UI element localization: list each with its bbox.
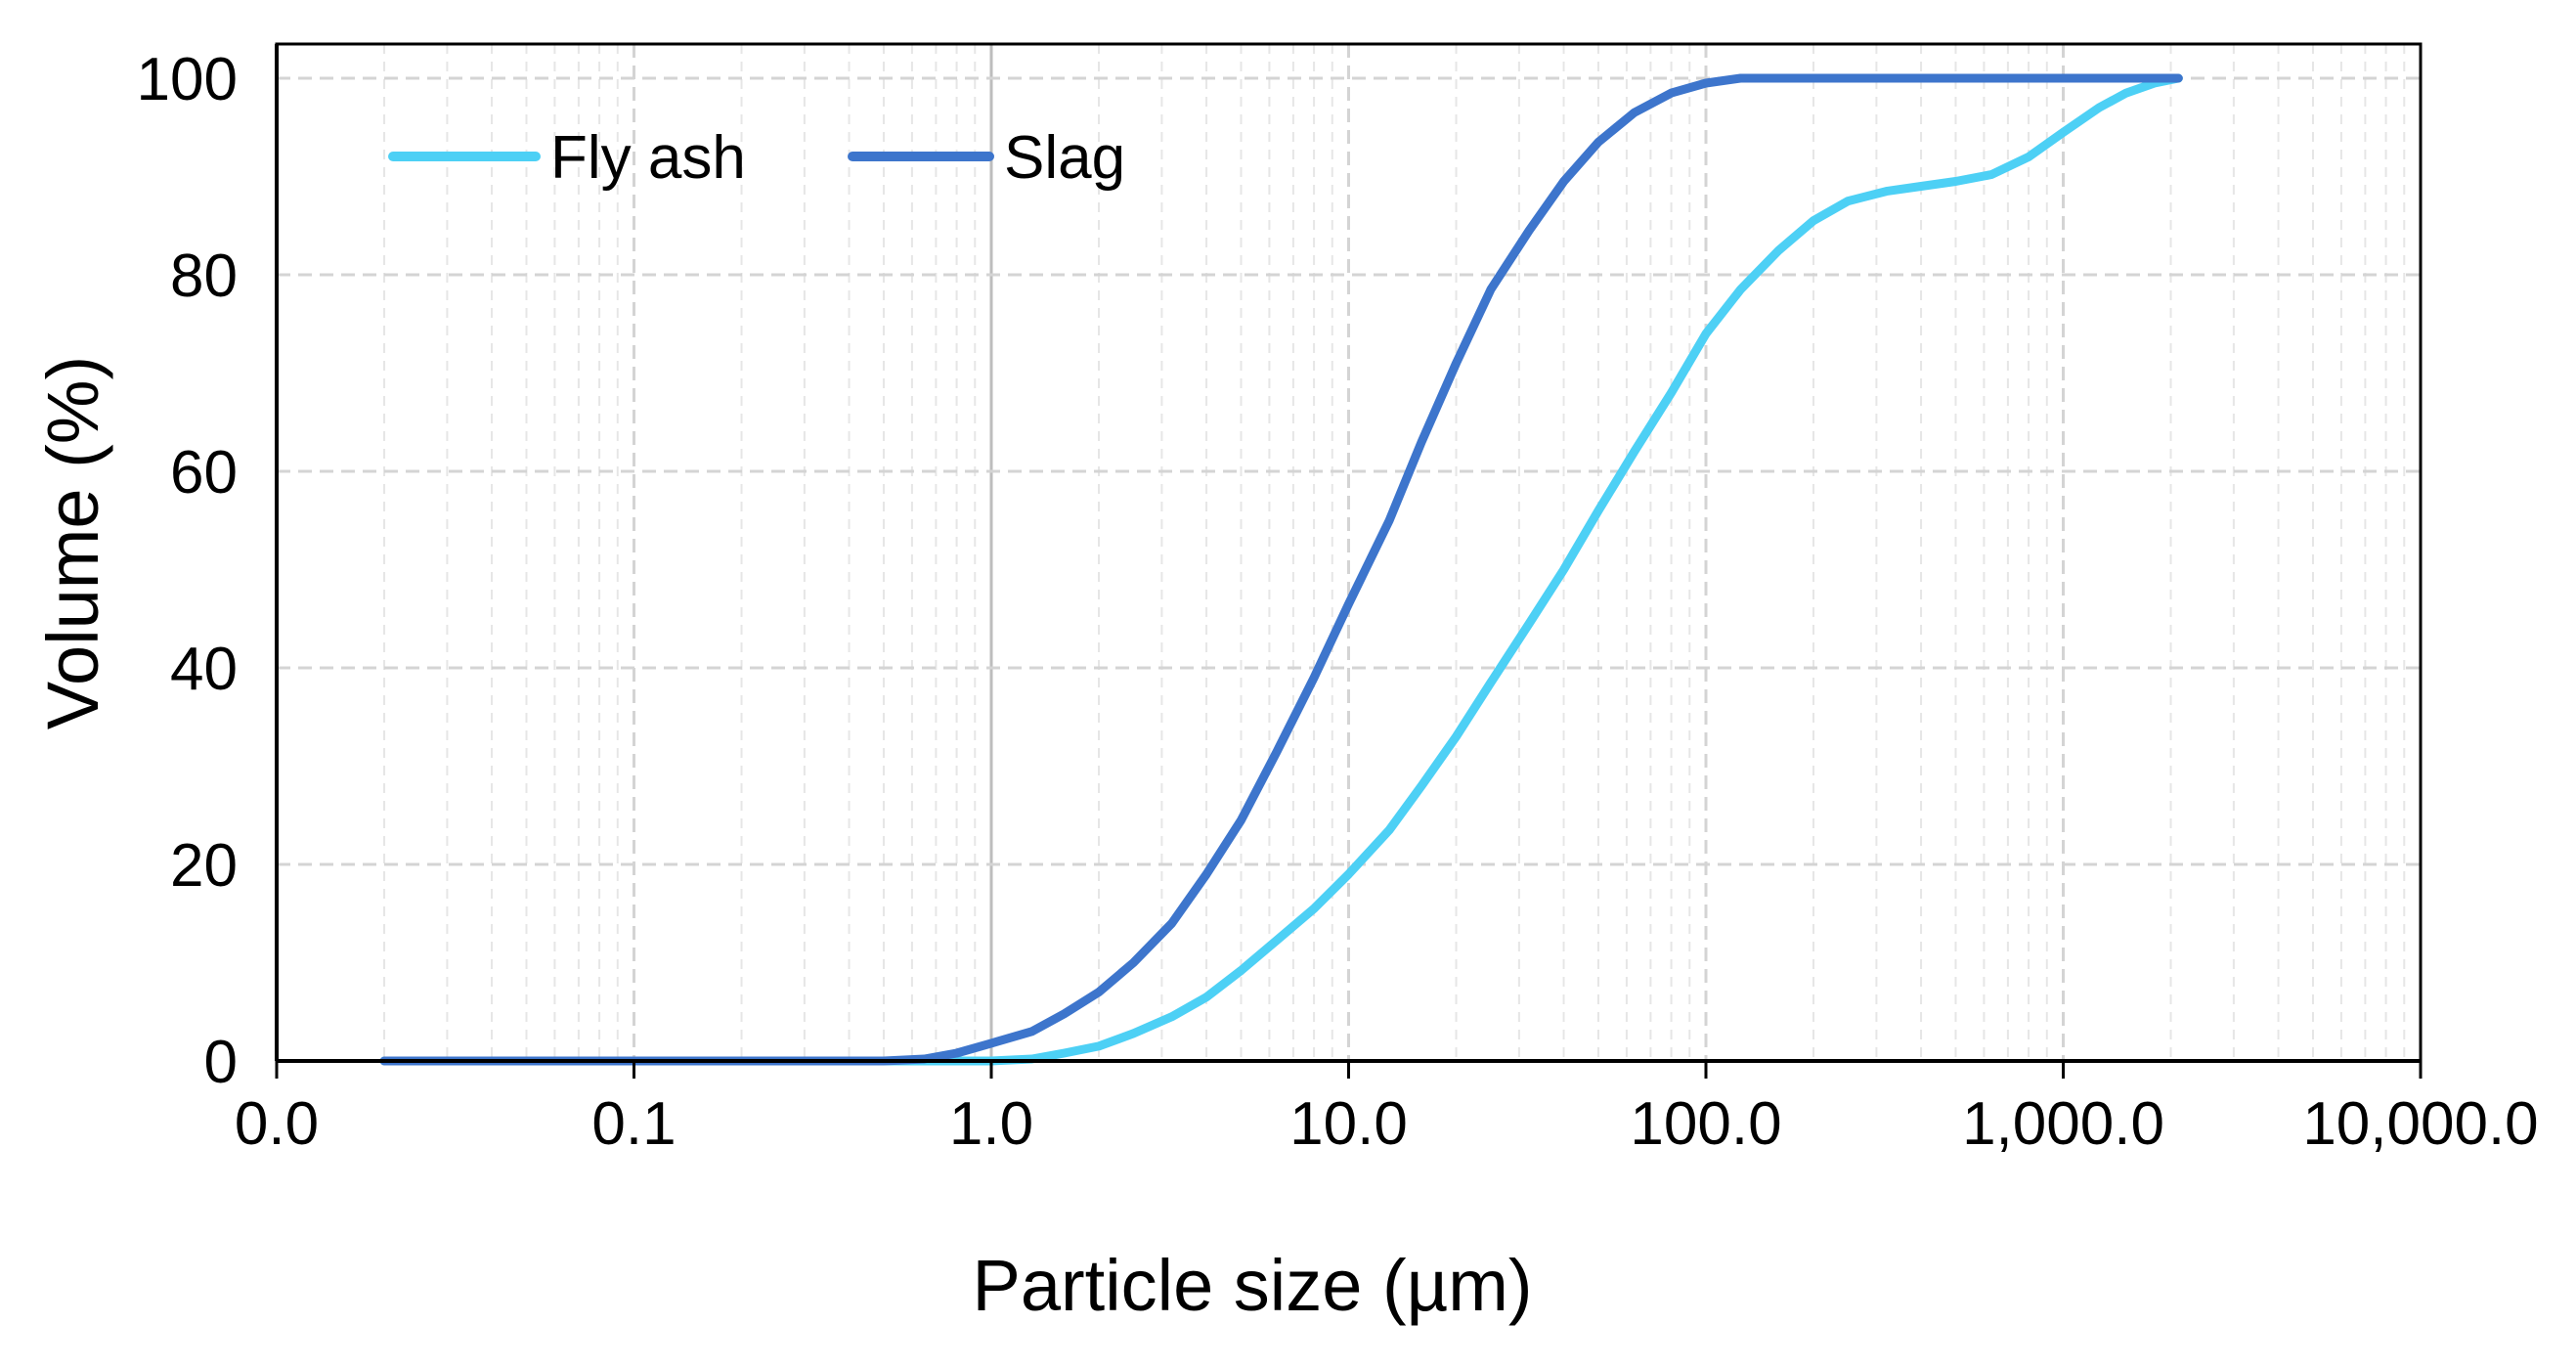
x-axis-ticks: 0.0 0.1 1.0 10.0 100.0 1,000.0 10,000.0 [235, 1061, 2539, 1158]
legend-label-slag: Slag [1004, 124, 1125, 192]
y-axis-ticks: 0 20 40 60 80 100 [137, 46, 238, 1096]
series-line-fly-ash [379, 73, 2183, 1066]
x-tick-label: 1.0 [949, 1090, 1033, 1158]
y-tick-label: 40 [170, 636, 238, 703]
x-tick-label: 10,000.0 [2302, 1090, 2538, 1158]
x-tick-label: 10.0 [1289, 1090, 1408, 1158]
y-tick-label: 0 [204, 1029, 238, 1096]
x-tick-label: 0.1 [591, 1090, 676, 1158]
y-tick-label: 60 [170, 439, 238, 507]
x-tick-label: 1,000.0 [1962, 1090, 2164, 1158]
series-layer [379, 73, 2183, 1066]
minor-gridlines [383, 44, 2406, 1061]
major-gridlines [277, 44, 2421, 1061]
x-axis-title: Particle size (µm) [972, 1245, 1532, 1326]
x-tick-label: 100.0 [1630, 1090, 1781, 1158]
x-tick-label: 0.0 [235, 1090, 319, 1158]
y-tick-label: 80 [170, 243, 238, 310]
y-tick-label: 100 [137, 46, 238, 113]
y-tick-label: 20 [170, 832, 238, 900]
series-line-slag [379, 73, 2183, 1066]
y-axis-title: Volume (%) [32, 356, 113, 729]
legend: Fly ash Slag [388, 124, 1125, 192]
legend-label-fly-ash: Fly ash [550, 124, 746, 192]
